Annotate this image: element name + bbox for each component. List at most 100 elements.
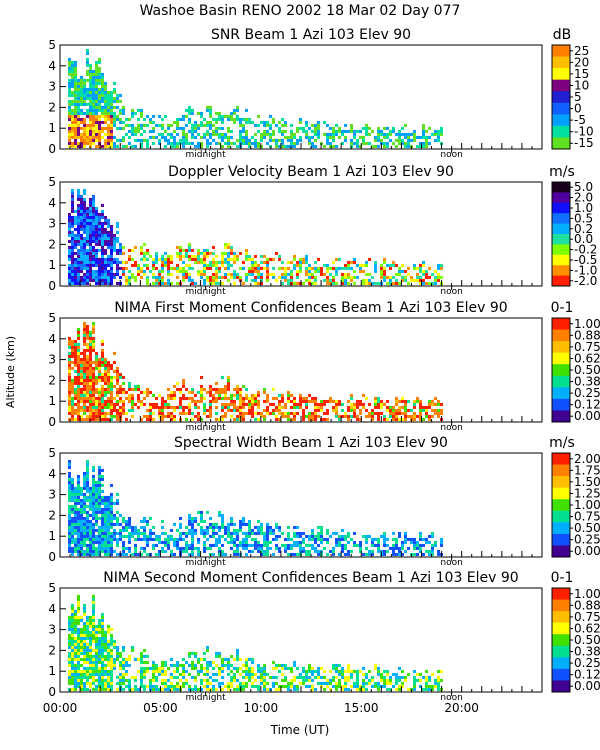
echo-cell: [98, 221, 101, 225]
echo-cell: [116, 531, 119, 535]
echo-cell: [398, 546, 401, 550]
echo-cell: [326, 138, 329, 142]
echo-cell: [140, 144, 143, 148]
echo-cell: [251, 549, 254, 553]
echo-cell: [68, 129, 71, 133]
echo-cell: [98, 621, 101, 625]
echo-cell: [413, 266, 416, 270]
echo-cell: [104, 537, 107, 541]
echo-cell: [212, 534, 215, 538]
echo-cell: [245, 278, 248, 282]
echo-cell: [314, 417, 317, 421]
echo-cell: [236, 138, 239, 142]
echo-cell: [218, 513, 221, 517]
echo-cell: [374, 537, 377, 541]
echo-cell: [266, 123, 269, 127]
echo-cell: [86, 233, 89, 237]
echo-cell: [326, 684, 329, 688]
echo-cell: [248, 678, 251, 682]
echo-cell: [185, 531, 188, 535]
echo-cell: [290, 275, 293, 279]
echo-cell: [98, 278, 101, 282]
echo-cell: [104, 495, 107, 499]
echo-cell: [68, 84, 71, 88]
echo-cell: [113, 534, 116, 538]
echo-cell: [95, 248, 98, 252]
echo-cell: [83, 501, 86, 505]
echo-cell: [83, 528, 86, 532]
echo-cell: [281, 141, 284, 145]
echo-cell: [293, 144, 296, 148]
echo-cell: [182, 378, 185, 382]
echo-cell: [218, 260, 221, 264]
echo-cell: [407, 399, 410, 403]
echo-cell: [164, 678, 167, 682]
echo-cell: [80, 135, 83, 139]
echo-cell: [83, 369, 86, 373]
echo-cell: [101, 99, 104, 103]
echo-cell: [74, 354, 77, 358]
echo-cell: [98, 657, 101, 661]
echo-cell: [77, 477, 80, 481]
echo-cell: [107, 543, 110, 547]
echo-cell: [230, 519, 233, 523]
panel-1: SNR Beam 1 Azi 103 Elev 90 dB012345midnig…: [48, 27, 593, 160]
echo-cell: [218, 281, 221, 285]
echo-cell: [71, 257, 74, 261]
echo-cell: [221, 669, 224, 673]
echo-cell: [86, 648, 89, 652]
echo-cell: [356, 543, 359, 547]
echo-cell: [263, 681, 266, 685]
echo-cell: [74, 654, 77, 658]
colorbar-tick-label: 0.00: [574, 409, 600, 423]
echo-cell: [122, 549, 125, 553]
echo-cell: [77, 417, 80, 421]
echo-cell: [92, 537, 95, 541]
echo-cell: [257, 390, 260, 394]
echo-cell: [95, 126, 98, 130]
echo-cell: [110, 126, 113, 130]
echo-cell: [116, 540, 119, 544]
echo-cell: [98, 263, 101, 267]
echo-cell: [308, 414, 311, 418]
echo-cell: [239, 266, 242, 270]
echo-cell: [104, 96, 107, 100]
colorbar-swatch: [552, 510, 570, 523]
echo-cell: [278, 144, 281, 148]
echo-cell: [365, 281, 368, 285]
echo-cell: [89, 615, 92, 619]
echo-cell: [137, 108, 140, 112]
echo-cell: [83, 242, 86, 246]
echo-cell: [419, 405, 422, 409]
echo-cell: [101, 396, 104, 400]
echo-cell: [266, 531, 269, 535]
echo-cell: [92, 123, 95, 127]
echo-cell: [71, 197, 74, 201]
echo-cell: [74, 209, 77, 213]
echo-cell: [185, 135, 188, 139]
echo-cell: [104, 138, 107, 142]
y-tick-label: 0: [48, 279, 56, 293]
colorbar-swatch: [552, 56, 570, 69]
echo-cell: [191, 399, 194, 403]
echo-cell: [83, 333, 86, 337]
echo-cell: [134, 263, 137, 267]
echo-cell: [434, 543, 437, 547]
echo-cell: [413, 546, 416, 550]
echo-cell: [92, 486, 95, 490]
echo-cell: [68, 230, 71, 234]
echo-cell: [254, 411, 257, 415]
echo-cell: [158, 687, 161, 691]
echo-cell: [71, 135, 74, 139]
echo-cell: [110, 275, 113, 279]
echo-cell: [83, 245, 86, 249]
echo-cell: [293, 396, 296, 400]
echo-cell: [236, 654, 239, 658]
echo-cell: [152, 393, 155, 397]
echo-cell: [173, 144, 176, 148]
echo-cell: [311, 417, 314, 421]
echo-cell: [383, 543, 386, 547]
echo-cell: [170, 393, 173, 397]
echo-cell: [209, 263, 212, 267]
echo-cell: [98, 212, 101, 216]
